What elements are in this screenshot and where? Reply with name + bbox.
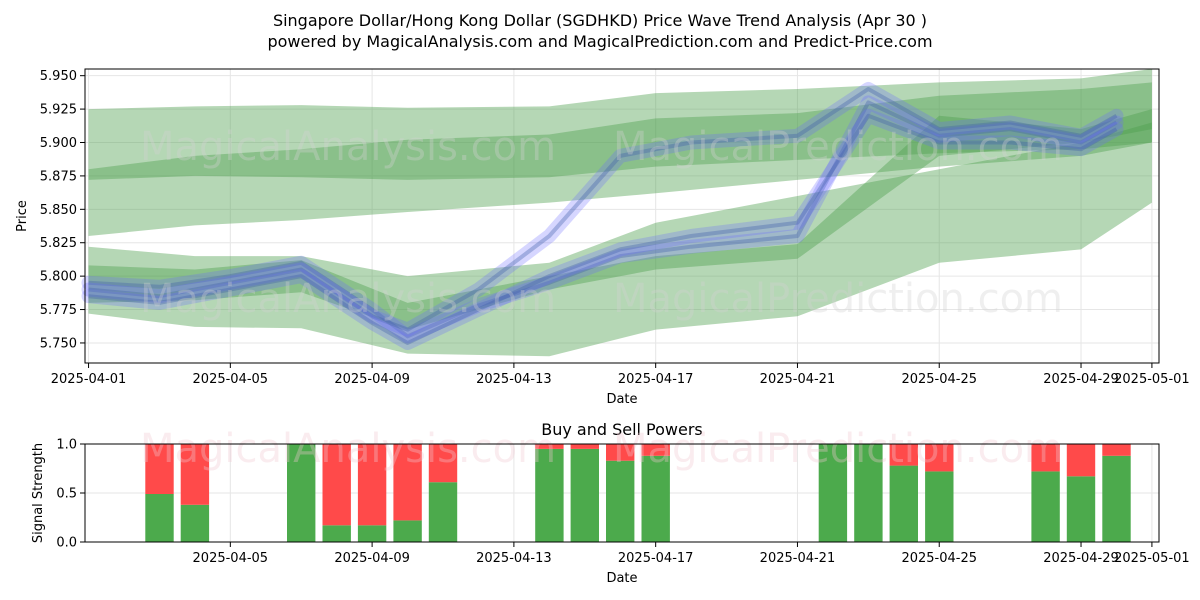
watermark-power-left: MagicalAnalysis.com <box>140 426 556 472</box>
sell-power-bar <box>180 444 210 505</box>
price-y-tick-label: 5.800 <box>40 270 77 285</box>
sell-power-bar <box>1031 444 1060 472</box>
blue-wave-0 <box>81 95 1124 344</box>
buy-sell-power-chart: Buy and Sell Powers MagicalAnalysis.com … <box>31 420 1190 586</box>
price-plot-area <box>85 69 1159 363</box>
buy-power-bar <box>428 482 458 542</box>
power-x-tick-label: 2025-04-17 <box>618 551 694 566</box>
sell-power-bar <box>1102 444 1131 456</box>
price-y-axis-label: Price <box>15 200 30 232</box>
power-y-ticks: 0.0 0.5 1.0 <box>56 438 85 551</box>
watermark-left-lower: MagicalAnalysis.com <box>140 276 556 322</box>
price-x-tick-label: 2025-05-01 <box>1114 372 1190 387</box>
price-x-tick-label: 2025-04-05 <box>193 372 269 387</box>
sell-power-bar <box>641 444 670 456</box>
price-x-axis-label: Date <box>606 392 637 407</box>
power-x-tick-label: 2025-04-13 <box>476 551 552 566</box>
watermark-right-lower: MagicalPrediction.com <box>613 276 1063 322</box>
price-y-tick-label: 5.925 <box>40 103 77 118</box>
price-x-tick-label: 2025-04-09 <box>334 372 410 387</box>
power-y-tick-label: 0.0 <box>56 536 77 551</box>
sell-power-bar <box>357 444 387 526</box>
price-y-tick-label: 5.775 <box>40 303 77 318</box>
buy-power-bar <box>145 494 174 542</box>
power-y-tick-label: 1.0 <box>56 438 77 453</box>
power-bars <box>145 444 1131 542</box>
buy-power-bar <box>535 448 564 542</box>
price-x-ticks: 2025-04-01 2025-04-05 2025-04-09 2025-04-13… <box>51 363 1190 387</box>
price-blue-waves <box>81 82 1124 350</box>
buy-power-bar <box>180 504 210 542</box>
watermark-power-right: MagicalPrediction.com <box>613 426 1063 472</box>
price-x-tick-label: 2025-04-21 <box>760 372 836 387</box>
price-y-ticks: 5.750 5.775 5.800 5.825 5.850 5.875 5.900 5.925… <box>40 69 85 351</box>
power-x-tick-label: 2025-04-05 <box>193 551 269 566</box>
price-y-tick-label: 5.825 <box>40 236 77 251</box>
sell-power-bar <box>1066 444 1096 477</box>
sell-power-bar <box>889 444 918 466</box>
buy-power-bar <box>287 444 316 542</box>
buy-power-bar <box>1102 455 1131 542</box>
blue-wave-core-1 <box>88 87 1118 332</box>
sell-power-bar <box>606 444 635 461</box>
power-x-ticks: 2025-04-05 2025-04-09 2025-04-13 2025-04-17… <box>193 542 1190 566</box>
sell-power-bar <box>535 444 564 449</box>
price-grid <box>85 69 1159 363</box>
buy-power-bar <box>322 525 351 542</box>
price-green-bands <box>88 69 1152 357</box>
green-band-2 <box>88 122 1152 357</box>
sell-power-bar <box>925 444 954 472</box>
buy-power-bar <box>854 444 883 542</box>
power-x-tick-label: 2025-04-29 <box>1043 551 1119 566</box>
blue-wave-core-2 <box>88 113 1118 345</box>
buy-power-bar <box>357 525 387 542</box>
price-x-tick-label: 2025-04-13 <box>476 372 552 387</box>
buy-power-bar <box>570 448 599 542</box>
watermark-right: MagicalPrediction.com <box>613 124 1063 170</box>
sell-power-bar <box>570 444 599 449</box>
price-y-tick-label: 5.950 <box>40 69 77 84</box>
buy-power-bar <box>1031 471 1060 542</box>
price-x-tick-label: 2025-04-01 <box>51 372 127 387</box>
buy-power-bar <box>1066 476 1096 542</box>
power-chart-title: Buy and Sell Powers <box>541 420 703 439</box>
buy-power-bar <box>889 465 918 542</box>
price-x-tick-label: 2025-04-29 <box>1043 372 1119 387</box>
buy-power-bar <box>641 455 670 542</box>
price-y-tick-label: 5.850 <box>40 203 77 218</box>
power-x-axis-label: Date <box>606 571 637 586</box>
power-y-axis-label: Signal Strength <box>31 443 46 543</box>
power-x-tick-label: 2025-05-01 <box>1114 551 1190 566</box>
buy-power-bar <box>393 520 422 542</box>
buy-power-bar <box>925 471 954 542</box>
power-x-tick-label: 2025-04-09 <box>334 551 410 566</box>
price-y-tick-label: 5.750 <box>40 336 77 351</box>
buy-power-bar <box>818 444 848 542</box>
sell-power-bar <box>145 444 174 494</box>
figure-title-line-2: powered by MagicalAnalysis.com and Magic… <box>267 32 932 51</box>
watermark-left: MagicalAnalysis.com <box>140 124 556 170</box>
sell-power-bar <box>322 444 351 526</box>
price-y-tick-label: 5.875 <box>40 169 77 184</box>
green-band-0 <box>88 69 1152 236</box>
power-x-tick-label: 2025-04-21 <box>760 551 836 566</box>
sell-power-bar <box>428 444 458 483</box>
blue-wave-core-0 <box>88 100 1118 339</box>
figure-title-line-1: Singapore Dollar/Hong Kong Dollar (SGDHK… <box>273 11 927 30</box>
price-wave-chart: MagicalAnalysis.com MagicalPrediction.co… <box>15 68 1190 407</box>
power-x-tick-label: 2025-04-25 <box>901 551 977 566</box>
green-band-3 <box>88 109 1152 330</box>
blue-wave-1 <box>81 82 1124 337</box>
power-y-tick-label: 0.5 <box>56 487 77 502</box>
price-y-tick-label: 5.900 <box>40 136 77 151</box>
green-band-1 <box>88 82 1152 180</box>
buy-power-bar <box>606 460 635 542</box>
blue-wave-2 <box>81 108 1124 350</box>
price-x-tick-label: 2025-04-25 <box>901 372 977 387</box>
sell-power-bar <box>393 444 422 521</box>
price-x-tick-label: 2025-04-17 <box>618 372 694 387</box>
price-plot-frame <box>84 68 1160 364</box>
